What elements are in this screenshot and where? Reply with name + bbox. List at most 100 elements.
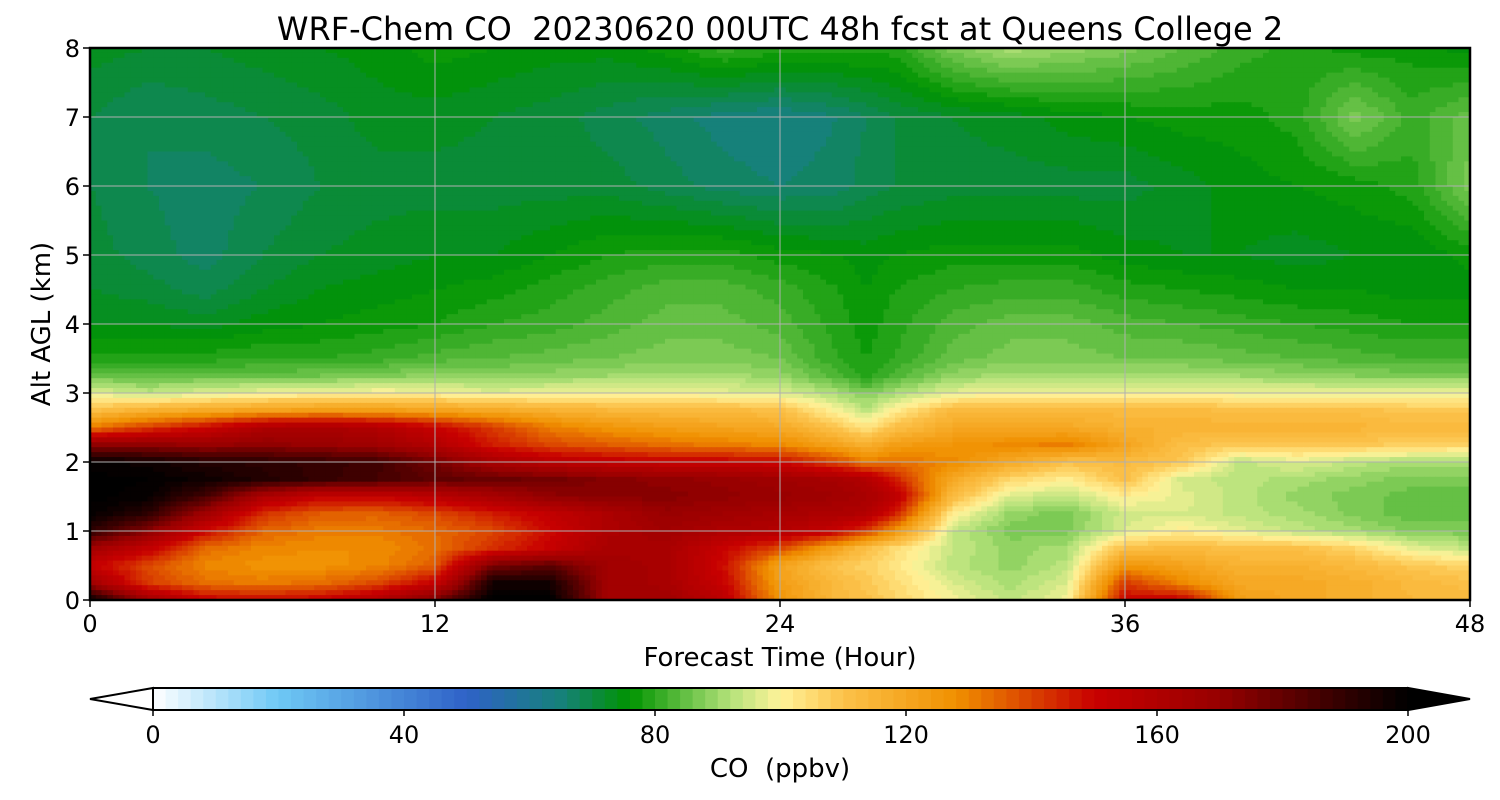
heatmap-cell <box>1085 63 1091 69</box>
heatmap-cell <box>222 58 228 64</box>
heatmap-cell <box>222 78 228 84</box>
heatmap-cell <box>573 68 579 74</box>
heatmap-cell <box>360 97 366 103</box>
heatmap-cell <box>211 83 217 89</box>
heatmap-cell <box>740 127 746 133</box>
heatmap-cell <box>1355 78 1361 84</box>
heatmap-cell <box>608 83 614 89</box>
heatmap-cell <box>297 147 303 153</box>
heatmap-cell <box>642 142 648 148</box>
heatmap-cell <box>1395 117 1401 123</box>
heatmap-cell <box>274 122 280 128</box>
heatmap-cell <box>510 68 516 74</box>
heatmap-cell <box>366 87 372 93</box>
heatmap-cell <box>1223 73 1229 79</box>
heatmap-cell <box>102 83 108 89</box>
heatmap-cell <box>613 142 619 148</box>
heatmap-cell <box>1137 137 1143 143</box>
heatmap-cell <box>855 102 861 108</box>
heatmap-cell <box>562 92 568 98</box>
heatmap-cell <box>556 73 562 79</box>
heatmap-cell <box>1016 78 1022 84</box>
heatmap-cell <box>1073 142 1079 148</box>
heatmap-cell <box>838 87 844 93</box>
heatmap-cell <box>1114 63 1120 69</box>
heatmap-cell <box>1321 97 1327 103</box>
heatmap-cell <box>401 78 407 84</box>
heatmap-cell <box>464 97 470 103</box>
heatmap-cell <box>964 102 970 108</box>
heatmap-cell <box>734 53 740 59</box>
heatmap-cell <box>1430 53 1436 59</box>
heatmap-cell <box>993 87 999 93</box>
heatmap-cell <box>268 127 274 133</box>
heatmap-cell <box>452 78 458 84</box>
heatmap-cell <box>1326 127 1332 133</box>
heatmap-cell <box>297 68 303 74</box>
heatmap-cell <box>556 78 562 84</box>
heatmap-cell <box>1004 147 1010 153</box>
heatmap-cell <box>1367 127 1373 133</box>
heatmap-cell <box>947 58 953 64</box>
heatmap-cell <box>1292 97 1298 103</box>
heatmap-cell <box>1309 137 1315 143</box>
heatmap-cell <box>395 102 401 108</box>
heatmap-cell <box>1453 78 1459 84</box>
heatmap-cell <box>395 127 401 133</box>
heatmap-cell <box>234 83 240 89</box>
heatmap-cell <box>1045 122 1051 128</box>
heatmap-cell <box>516 137 522 143</box>
heatmap-cell <box>619 132 625 138</box>
heatmap-cell <box>1338 97 1344 103</box>
heatmap-cell <box>125 137 131 143</box>
heatmap-cell <box>648 73 654 79</box>
heatmap-cell <box>1108 68 1114 74</box>
heatmap-cell <box>1401 53 1407 59</box>
heatmap-cell <box>1309 142 1315 148</box>
heatmap-cell <box>165 127 171 133</box>
heatmap-cell <box>240 73 246 79</box>
heatmap-cell <box>1229 68 1235 74</box>
heatmap-cell <box>705 92 711 98</box>
heatmap-cell <box>1010 137 1016 143</box>
heatmap-cell <box>96 78 102 84</box>
heatmap-cell <box>182 63 188 69</box>
heatmap-cell <box>1234 142 1240 148</box>
heatmap-cell <box>1206 142 1212 148</box>
heatmap-cell <box>849 83 855 89</box>
heatmap-cell <box>533 132 539 138</box>
heatmap-cell <box>746 53 752 59</box>
heatmap-cell <box>1131 53 1137 59</box>
heatmap-cell <box>1045 132 1051 138</box>
heatmap-cell <box>964 97 970 103</box>
heatmap-cell <box>470 78 476 84</box>
heatmap-cell <box>826 73 832 79</box>
heatmap-cell <box>234 63 240 69</box>
heatmap-cell <box>866 83 872 89</box>
heatmap-cell <box>820 132 826 138</box>
heatmap-cell <box>866 73 872 79</box>
heatmap-cell <box>1056 102 1062 108</box>
heatmap-cell <box>1033 132 1039 138</box>
heatmap-cell <box>286 122 292 128</box>
heatmap-cell <box>1269 107 1275 113</box>
heatmap-cell <box>1056 147 1062 153</box>
heatmap-cell <box>205 117 211 123</box>
heatmap-cell <box>797 127 803 133</box>
heatmap-cell <box>815 73 821 79</box>
heatmap-cell <box>688 63 694 69</box>
heatmap-cell <box>1280 137 1286 143</box>
heatmap-cell <box>435 122 441 128</box>
heatmap-cell <box>130 147 136 153</box>
heatmap-cell <box>797 132 803 138</box>
heatmap-cell <box>395 137 401 143</box>
heatmap-cell <box>728 122 734 128</box>
heatmap-cell <box>987 132 993 138</box>
heatmap-cell <box>1091 78 1097 84</box>
heatmap-cell <box>228 78 234 84</box>
heatmap-cell <box>303 107 309 113</box>
heatmap-cell <box>136 78 142 84</box>
heatmap-cell <box>579 92 585 98</box>
heatmap-cell <box>1292 63 1298 69</box>
heatmap-cell <box>976 63 982 69</box>
